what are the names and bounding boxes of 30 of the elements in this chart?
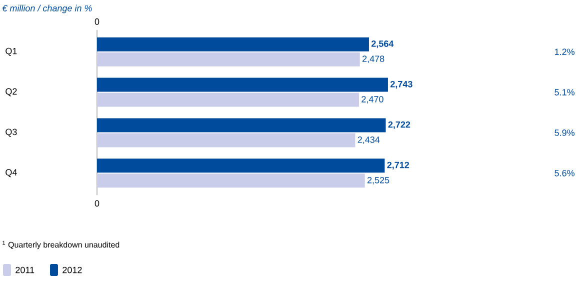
- bar: [97, 78, 388, 92]
- text: 5.6%: [554, 170, 574, 176]
- y-tick-label: Q4: [6, 169, 17, 178]
- bar: [97, 174, 365, 188]
- y-tick-label: Q1: [6, 48, 17, 56]
- chart-title: € million / change in %: [2, 4, 92, 14]
- legend-label: 2011: [16, 266, 34, 274]
- text: 5.9%: [554, 130, 574, 136]
- bar: [97, 52, 360, 66]
- data-label: 2,743: [390, 80, 412, 89]
- bar: [97, 133, 356, 148]
- text: 0: [94, 18, 100, 25]
- legend-label: 2012: [62, 266, 82, 274]
- data-label: 2,478: [362, 56, 384, 64]
- bar: [97, 118, 386, 132]
- bar: [97, 37, 369, 52]
- y-tick-label: Q3: [6, 128, 17, 137]
- data-label: 2,470: [362, 96, 384, 104]
- data-label: 2,722: [388, 121, 410, 130]
- text: $^{1}$ Quarterly breakdown unaudited: [2, 240, 120, 250]
- y-tick-label: Q2: [6, 88, 17, 96]
- data-label: 2,564: [371, 40, 394, 48]
- data-label: 2,525: [367, 176, 390, 184]
- data-label: 2,434: [358, 136, 380, 144]
- data-label: 2,712: [387, 162, 410, 170]
- text: 5.1%: [554, 89, 574, 96]
- bar: [97, 92, 360, 107]
- bar: [97, 158, 385, 173]
- text: 0: [94, 200, 100, 207]
- text: 1.2%: [554, 48, 574, 55]
